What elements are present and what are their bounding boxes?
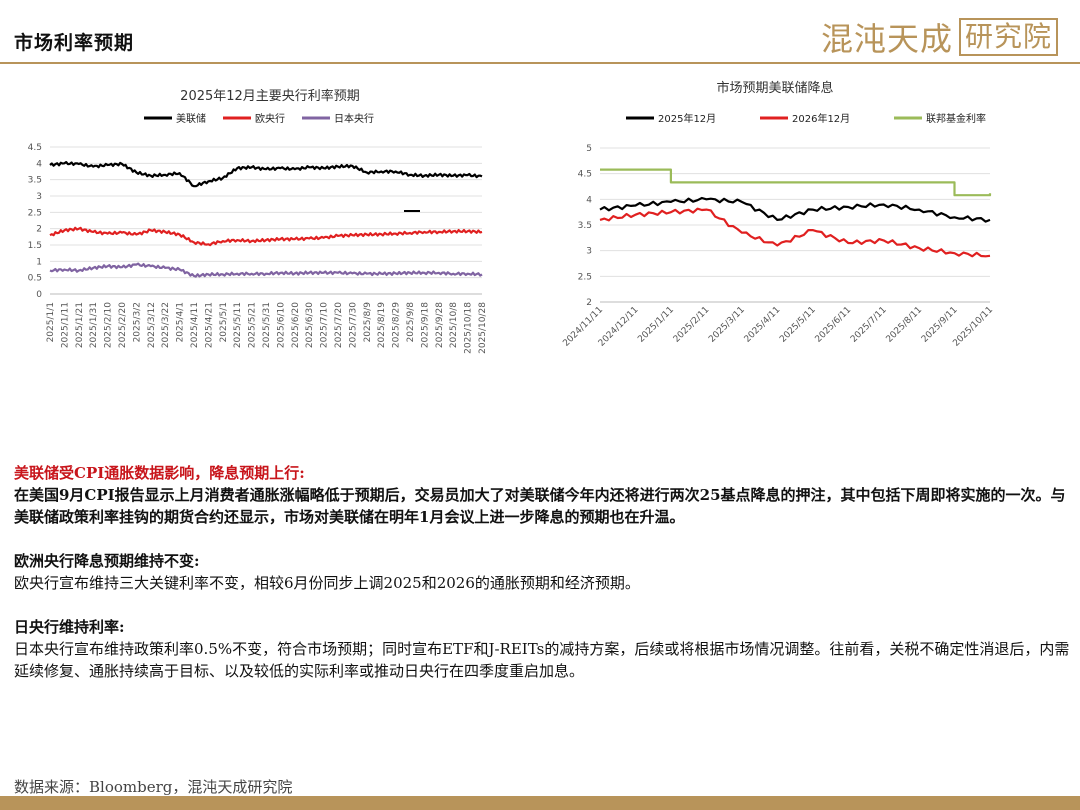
brand-logo: 混沌天成 研究院 (821, 14, 1058, 60)
chart2-series (599, 168, 992, 258)
x-tick-0: 2025/1/1 (46, 302, 56, 342)
chart-fed-cut-expectations: 市场预期美联储降息 2025年12月 2026年12月 联邦基金利率 2 2.5 3 3.… (561, 80, 995, 349)
x-tick-3: 2025/2/11 (672, 305, 712, 345)
section-fed-heading: 美联储受CPI通胀数据影响，降息预期上行: (14, 464, 305, 482)
section-ecb-text: 欧央行宣布维持三大关键利率不变，相较6月份同步上调2025和2026的通胀预期和… (14, 574, 640, 592)
header-rule (0, 62, 1080, 64)
chart2-legend: 2025年12月 2026年12月 联邦基金利率 (626, 112, 986, 125)
x-tick-11: 2025/4/21 (204, 302, 214, 348)
y-tick-4: 2 (36, 225, 42, 235)
legend-label-0: 2025年12月 (658, 112, 716, 125)
x-tick-5: 2025/2/20 (118, 302, 128, 348)
chart2-title: 市场预期美联储降息 (716, 80, 833, 96)
y-tick-5: 2.5 (28, 208, 42, 218)
section-fed-text: 在美国9月CPI报告显示上月消费者通胀涨幅略低于预期后，交易员加大了对美联储今年… (14, 486, 1066, 526)
x-tick-21: 2025/7/30 (348, 302, 358, 348)
legend-label-1: 欧央行 (255, 112, 285, 125)
y-tick-4: 4 (586, 195, 592, 205)
y-tick-5: 4.5 (578, 170, 592, 180)
x-tick-23: 2025/8/19 (377, 302, 387, 348)
x-tick-13: 2025/5/11 (233, 302, 243, 348)
x-tick-30: 2025/10/28 (478, 302, 488, 354)
y-tick-6: 5 (586, 144, 592, 154)
x-tick-7: 2025/6/11 (814, 305, 854, 345)
y-tick-1: 2.5 (578, 272, 592, 282)
section-ecb-heading: 欧洲央行降息预期维持不变: (14, 552, 200, 570)
x-tick-8: 2025/3/22 (161, 302, 171, 348)
chart2-gridlines (600, 147, 990, 303)
x-tick-19: 2025/7/10 (320, 302, 330, 348)
brand-main: 混沌天成 (820, 20, 953, 58)
x-tick-1: 2025/1/11 (60, 302, 70, 348)
y-tick-0: 0 (36, 290, 42, 300)
x-tick-3: 2025/1/31 (89, 302, 99, 348)
x-tick-6: 2025/5/11 (778, 305, 818, 345)
x-tick-5: 2025/4/11 (743, 305, 783, 345)
series-line-2 (600, 168, 992, 197)
y-tick-7: 3.5 (28, 176, 42, 186)
x-tick-2: 2025/1/11 (636, 305, 676, 345)
x-tick-16: 2025/6/10 (276, 302, 286, 348)
page-title: 市场利率预期 (14, 32, 135, 54)
y-tick-2: 3 (586, 247, 592, 257)
y-tick-0: 2 (586, 298, 592, 308)
chart1-x-ticks: 2025/1/1 2025/1/11 2025/1/21 2025/1/31 2025/… (46, 302, 488, 354)
chart1-title: 2025年12月主要央行利率预期 (180, 88, 360, 104)
data-source: 数据来源：Bloomberg，混沌天成研究院 (14, 778, 293, 796)
y-tick-2: 1 (36, 257, 42, 267)
chart2-y-ticks: 2 2.5 3 3.5 4 4.5 5 (578, 144, 593, 308)
x-tick-24: 2025/8/29 (392, 302, 402, 348)
x-tick-15: 2025/5/31 (262, 302, 272, 348)
x-tick-12: 2025/5/1 (219, 302, 229, 342)
y-tick-6: 3 (36, 192, 42, 202)
x-tick-14: 2025/5/21 (248, 302, 258, 348)
x-tick-29: 2025/10/18 (464, 302, 474, 354)
legend-label-2: 日本央行 (334, 112, 374, 125)
x-tick-8: 2025/7/11 (849, 305, 889, 345)
series-line-0 (599, 196, 991, 223)
y-tick-3: 3.5 (578, 221, 592, 231)
legend-label-1: 2026年12月 (792, 112, 850, 125)
chart1-series (49, 161, 483, 278)
x-tick-6: 2025/3/2 (132, 302, 142, 342)
x-tick-25: 2025/9/8 (406, 302, 416, 343)
legend-label-0: 美联储 (176, 112, 206, 125)
section-boj-heading: 日央行维持利率: (14, 618, 125, 636)
section-boj-text: 日本央行宣布维持政策利率0.5%不变，符合市场预期；同时宣布ETF和J-REIT… (14, 640, 1070, 680)
footer-bar (0, 796, 1080, 810)
y-tick-1: 0.5 (28, 274, 42, 284)
series-line-1 (599, 207, 991, 258)
x-tick-2: 2025/1/21 (75, 302, 85, 348)
chart1-legend: 美联储 欧央行 日本央行 (144, 112, 374, 125)
x-tick-4: 2025/3/11 (707, 305, 747, 345)
x-tick-20: 2025/7/20 (334, 302, 344, 348)
series-line-0 (49, 161, 483, 188)
y-tick-8: 4 (36, 159, 42, 169)
commentary: 美联储受CPI通胀数据影响，降息预期上行: 在美国9月CPI报告显示上月消费者通… (14, 462, 1070, 682)
y-tick-3: 1.5 (28, 241, 42, 251)
x-tick-18: 2025/6/30 (305, 302, 315, 348)
x-tick-28: 2025/10/8 (449, 302, 459, 348)
legend-label-2: 联邦基金利率 (926, 112, 986, 125)
x-tick-9: 2025/4/1 (176, 302, 186, 342)
x-tick-10: 2025/4/11 (190, 302, 200, 348)
x-tick-26: 2025/9/18 (420, 302, 430, 348)
x-tick-4: 2025/2/10 (104, 302, 114, 348)
x-tick-27: 2025/9/28 (435, 302, 445, 348)
x-tick-9: 2025/8/11 (885, 305, 925, 345)
chart2-x-ticks: 2024/11/112024/12/112025/1/112025/2/1120… (561, 305, 995, 349)
brand-box: 研究院 (958, 18, 1058, 56)
x-tick-22: 2025/8/9 (363, 302, 373, 343)
series-line-2 (49, 262, 483, 278)
chart1-y-ticks: 0 0.5 1 1.5 2 2.5 3 3.5 4 4.5 (28, 143, 43, 300)
x-tick-7: 2025/3/12 (147, 302, 157, 348)
series-line-1 (49, 226, 483, 247)
x-tick-17: 2025/6/20 (291, 302, 301, 348)
chart-central-bank-rates: 2025年12月主要央行利率预期 美联储 欧央行 日本央行 0 0.5 1 1.5 2 2.5… (28, 88, 488, 354)
y-tick-9: 4.5 (28, 143, 42, 153)
